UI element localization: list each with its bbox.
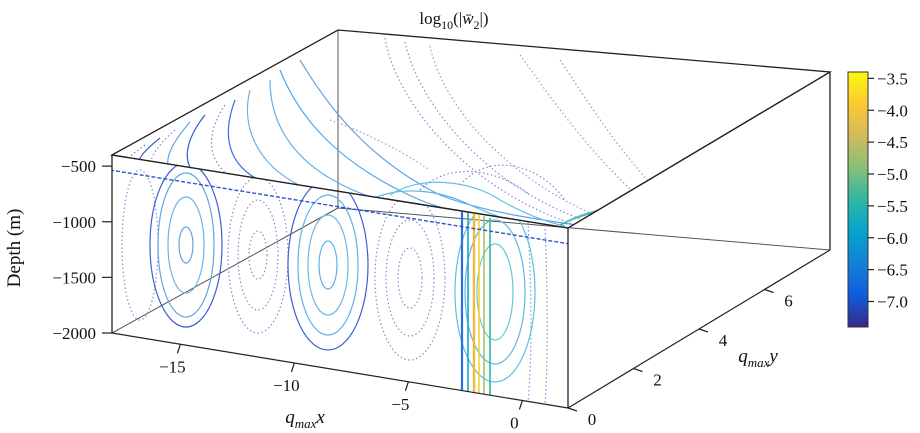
x-tick-label: −5 <box>391 395 409 414</box>
x-tick-label: −15 <box>159 357 186 376</box>
depth-tick-label: −2000 <box>52 324 96 343</box>
y-tick-label: 4 <box>719 331 728 350</box>
colorbar-tick-label: −4.5 <box>877 133 908 152</box>
x-tick <box>290 362 295 373</box>
colorbar-tick-label: −4.0 <box>877 101 908 120</box>
colorbar-tick-label: −5.5 <box>877 197 908 216</box>
x-tick <box>404 381 409 391</box>
depth-tick-label: −500 <box>61 157 96 176</box>
colorbar-ticks: −3.5 −4.0 −4.5 −5.0 −5.5 −6.0 −6.5 −7.0 <box>868 69 908 312</box>
y-tick-label: 2 <box>653 371 662 390</box>
y-tick-label: 0 <box>588 410 597 429</box>
y-tick <box>698 328 709 333</box>
y-tick <box>764 288 774 294</box>
x-tick-label: 0 <box>510 414 519 433</box>
box-edges <box>110 29 833 408</box>
colorbar <box>847 71 869 328</box>
axis-ticks <box>102 165 774 412</box>
colorbar-tick-label: −3.5 <box>877 69 908 88</box>
top-face-contours <box>126 37 701 228</box>
x-tick <box>518 400 523 410</box>
depth-axis-label: Depth (m) <box>4 209 25 288</box>
y-tick <box>567 407 578 412</box>
colorbar-tick-label: −6.0 <box>877 229 908 248</box>
depth-tick-label: −1500 <box>52 268 96 287</box>
depth-tick-label: −1000 <box>52 213 96 232</box>
colorbar-tick-label: −5.0 <box>877 165 908 184</box>
y-tick <box>633 367 643 373</box>
y-axis-label: qmaxy <box>738 346 778 370</box>
x-tick <box>176 344 181 354</box>
x-axis-label: qmaxx <box>285 407 325 431</box>
x-tick-label: −10 <box>273 376 300 395</box>
box-back-edges <box>111 30 831 334</box>
colorbar-tick-label: −6.5 <box>877 261 908 280</box>
chart-title: log10(|w̄2|) <box>419 9 488 32</box>
colorbar-tick-label: −7.0 <box>877 293 908 312</box>
y-tick-label: 6 <box>784 292 793 311</box>
